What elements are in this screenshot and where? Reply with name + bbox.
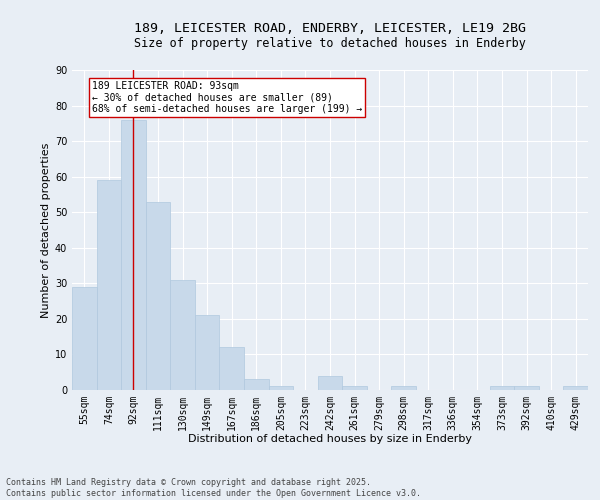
Text: 189, LEICESTER ROAD, ENDERBY, LEICESTER, LE19 2BG: 189, LEICESTER ROAD, ENDERBY, LEICESTER,… <box>134 22 526 36</box>
Bar <box>72 287 97 390</box>
Bar <box>195 316 220 390</box>
Bar <box>97 180 121 390</box>
Bar <box>563 386 588 390</box>
Bar <box>391 386 416 390</box>
Bar <box>244 380 269 390</box>
Text: Size of property relative to detached houses in Enderby: Size of property relative to detached ho… <box>134 38 526 51</box>
Bar <box>514 386 539 390</box>
Y-axis label: Number of detached properties: Number of detached properties <box>41 142 50 318</box>
Bar <box>220 348 244 390</box>
Bar <box>121 120 146 390</box>
Bar <box>318 376 342 390</box>
Bar <box>490 386 514 390</box>
X-axis label: Distribution of detached houses by size in Enderby: Distribution of detached houses by size … <box>188 434 472 444</box>
Text: Contains HM Land Registry data © Crown copyright and database right 2025.
Contai: Contains HM Land Registry data © Crown c… <box>6 478 421 498</box>
Bar <box>342 386 367 390</box>
Bar <box>146 202 170 390</box>
Bar <box>170 280 195 390</box>
Text: 189 LEICESTER ROAD: 93sqm
← 30% of detached houses are smaller (89)
68% of semi-: 189 LEICESTER ROAD: 93sqm ← 30% of detac… <box>92 80 362 114</box>
Bar <box>269 386 293 390</box>
